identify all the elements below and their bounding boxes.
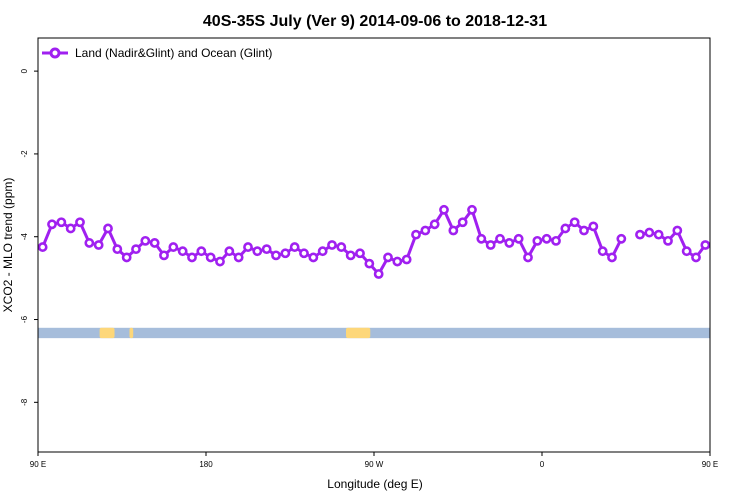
data-point — [700, 240, 711, 250]
data-point — [149, 238, 160, 248]
x-tick-label: 0 — [540, 460, 545, 469]
plot-frame — [37, 37, 711, 453]
data-point — [205, 252, 216, 263]
data-point — [84, 238, 95, 248]
data-point — [663, 235, 673, 246]
data-point — [224, 246, 235, 257]
data-point — [476, 233, 487, 244]
y-tick-label: -6 — [20, 315, 29, 323]
data-point — [457, 217, 468, 228]
data-point — [37, 242, 48, 252]
y-tick-label: 0 — [20, 68, 29, 73]
data-point — [177, 246, 188, 257]
data-point — [373, 269, 384, 279]
data-point — [252, 246, 263, 257]
ocean-band — [38, 327, 710, 339]
data-point — [644, 227, 655, 238]
legend: Land (Nadir&Glint) and Ocean (Glint) — [42, 46, 272, 60]
data-point — [168, 242, 179, 252]
data-point — [401, 254, 412, 265]
data-point — [187, 252, 197, 263]
data-point — [383, 252, 393, 263]
data-point — [65, 223, 76, 234]
data-point — [541, 233, 552, 244]
legend-marker — [49, 47, 61, 59]
data-point — [495, 233, 505, 244]
x-tick-label: 90 E — [30, 460, 46, 469]
land-patch — [129, 327, 134, 339]
data-point — [504, 238, 515, 248]
data-point — [560, 223, 571, 234]
x-tick-label: 90 E — [702, 460, 718, 469]
data-point — [243, 242, 253, 252]
data-point — [672, 225, 683, 236]
data-point — [691, 252, 701, 263]
data-point — [364, 258, 375, 269]
data-point — [112, 244, 123, 255]
data-point — [467, 204, 477, 215]
data-point — [103, 223, 113, 234]
data-point — [317, 246, 328, 257]
data-point — [140, 235, 151, 246]
data-point — [93, 240, 104, 250]
data-point — [392, 256, 403, 267]
data-point — [271, 250, 281, 261]
data-point — [196, 246, 207, 257]
x-tick-label: 180 — [199, 460, 213, 469]
land-patch — [346, 327, 371, 339]
data-point — [569, 217, 580, 228]
x-tick-label: 90 W — [365, 460, 384, 469]
x-axis-label: Longitude (deg E) — [327, 477, 422, 491]
data-point — [532, 235, 543, 246]
data-point — [411, 229, 421, 240]
data-point — [47, 219, 57, 230]
data-point — [681, 246, 692, 257]
data-point — [597, 246, 608, 257]
data-point — [579, 225, 589, 236]
data-point — [513, 233, 524, 244]
data-point — [485, 240, 496, 250]
data-point — [233, 252, 244, 263]
data-point — [635, 229, 645, 240]
legend-label: Land (Nadir&Glint) and Ocean (Glint) — [75, 46, 272, 60]
data-point — [607, 252, 617, 263]
data-point — [308, 252, 319, 263]
data-point — [75, 217, 85, 228]
data-point — [345, 250, 356, 261]
data-point — [448, 225, 459, 236]
data-point — [327, 240, 337, 250]
data-point — [159, 250, 169, 261]
data-point — [280, 248, 291, 259]
data-point — [439, 204, 449, 215]
land-patch — [99, 327, 115, 339]
data-point — [420, 225, 431, 236]
data-point — [551, 235, 561, 246]
data-point — [588, 221, 599, 232]
data-point — [523, 252, 533, 263]
data-point — [289, 242, 300, 252]
data-point — [121, 252, 132, 263]
y-tick-label: -2 — [20, 150, 29, 158]
data-point — [56, 217, 67, 228]
y-axis-label: XCO2 - MLO trend (ppm) — [1, 178, 15, 313]
data-point — [653, 229, 664, 240]
data-point — [355, 248, 365, 259]
plot-area: 90 E 180 90 W 0 90 E 0 -2 -4 -6 -8 — [20, 37, 718, 469]
data-point — [215, 256, 225, 267]
data-point — [336, 242, 347, 252]
data-point — [429, 219, 440, 230]
data-point — [299, 248, 309, 259]
y-tick-label: -8 — [20, 398, 29, 406]
y-tick-label: -4 — [20, 233, 29, 241]
data-point — [616, 233, 627, 244]
chart-title: 40S-35S July (Ver 9) 2014-09-06 to 2018-… — [203, 13, 547, 30]
data-point — [131, 244, 141, 255]
data-point — [261, 244, 272, 255]
